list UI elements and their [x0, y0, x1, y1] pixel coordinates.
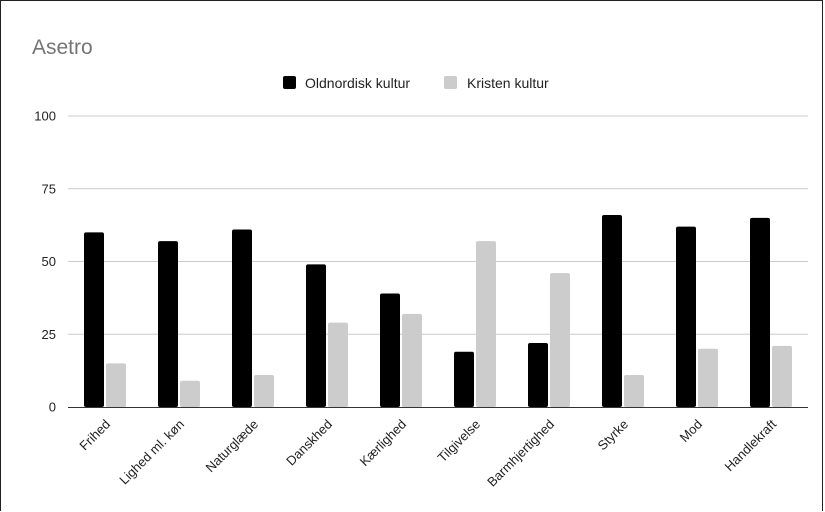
- legend-swatch-kristen: [444, 76, 457, 89]
- bar-oldnordisk: [676, 226, 696, 407]
- x-tick-label: Handlekraft: [722, 416, 780, 474]
- gridlines: [68, 115, 808, 335]
- bar-oldnordisk: [380, 293, 400, 407]
- chart-title: Asetro: [32, 36, 93, 59]
- x-tick-label: Barmhjertighed: [484, 417, 557, 490]
- legend-swatch-oldnordisk: [283, 76, 296, 89]
- bar-kristen: [476, 241, 496, 407]
- y-tick-label: 0: [49, 400, 56, 415]
- bar-oldnordisk: [528, 342, 548, 407]
- bar-oldnordisk: [232, 229, 252, 407]
- x-tick-label: Danskhed: [283, 417, 335, 469]
- bar-oldnordisk: [158, 241, 178, 407]
- bar-oldnordisk: [84, 232, 104, 407]
- bar-kristen: [402, 313, 422, 407]
- legend-label-oldnordisk: Oldnordisk kultur: [305, 75, 410, 91]
- x-tick-label: Styrke: [594, 417, 631, 454]
- x-tick-label: Mod: [677, 417, 705, 445]
- x-tick-label: Kærlighed: [357, 417, 410, 470]
- x-tick-label: Tilgivelse: [435, 417, 484, 466]
- x-tick-label: Lighed ml. køn: [116, 417, 187, 488]
- bar-oldnordisk: [750, 217, 770, 407]
- bar-kristen: [106, 363, 126, 407]
- legend-label-kristen: Kristen kultur: [467, 75, 549, 91]
- y-tick-label: 25: [42, 327, 56, 342]
- y-axis-ticks: 0 25 50 75 100: [34, 109, 56, 415]
- bar-kristen: [180, 380, 200, 407]
- y-tick-label: 100: [34, 109, 56, 124]
- bar-oldnordisk: [602, 214, 622, 407]
- bar-kristen: [550, 273, 570, 407]
- bar-kristen: [772, 345, 792, 407]
- bar-kristen: [254, 374, 274, 407]
- x-axis-ticks: Frihed Lighed ml. køn Naturglæde Danskhed Kæ…: [76, 416, 779, 489]
- bar-oldnordisk: [454, 351, 474, 407]
- y-tick-label: 75: [42, 181, 56, 196]
- bars: [84, 214, 792, 407]
- x-tick-label: Frihed: [76, 417, 113, 454]
- x-tick-label: Naturglæde: [202, 417, 261, 476]
- bar-kristen: [624, 374, 644, 407]
- bar-kristen: [698, 348, 718, 407]
- legend: Oldnordisk kultur Kristen kultur: [283, 75, 549, 91]
- y-tick-label: 50: [42, 254, 56, 269]
- bar-kristen: [328, 322, 348, 407]
- bar-oldnordisk: [306, 264, 326, 407]
